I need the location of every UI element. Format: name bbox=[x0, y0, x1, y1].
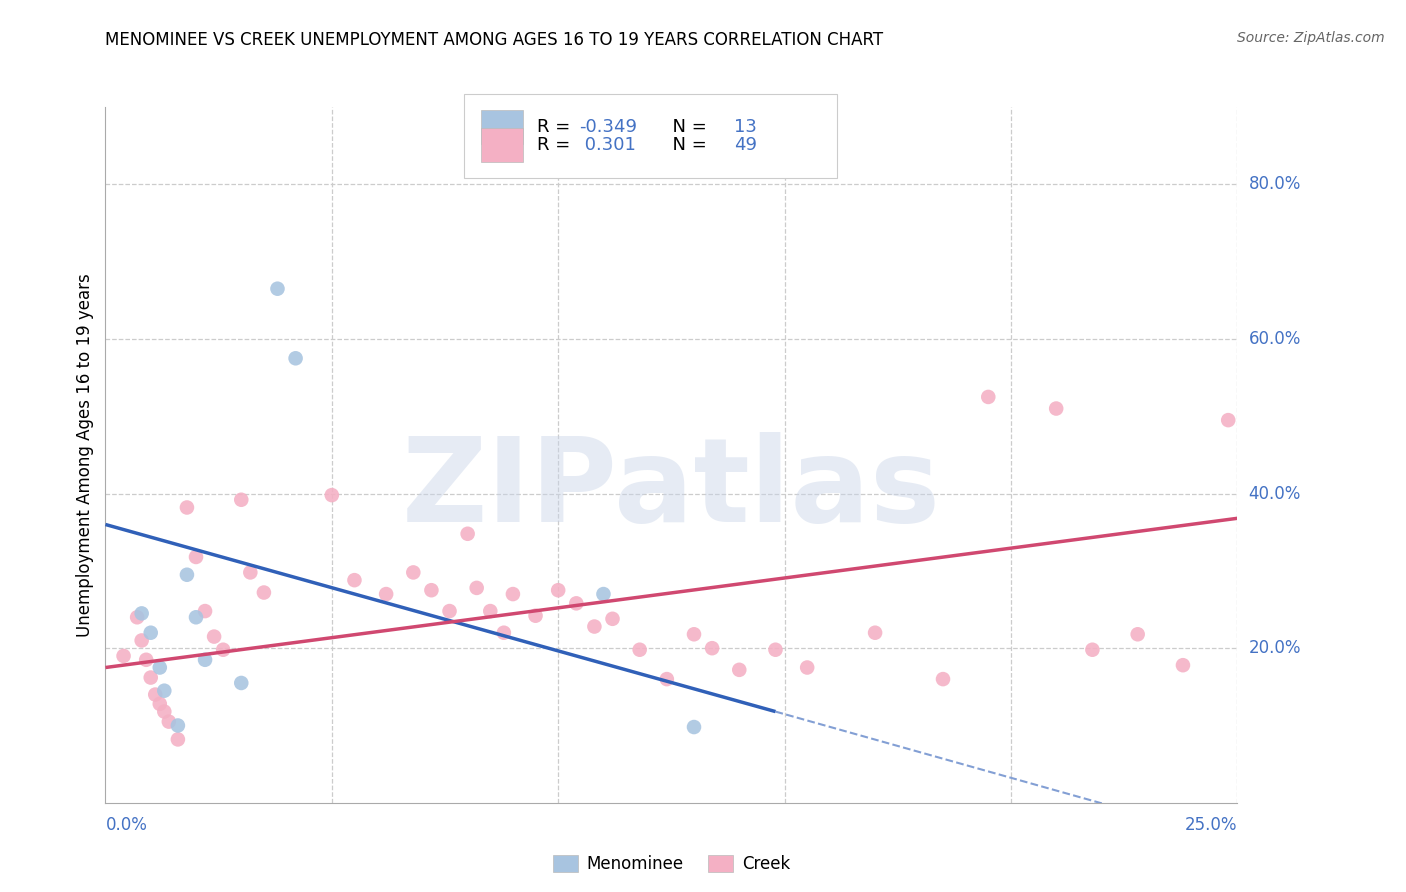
Point bbox=[502, 587, 524, 601]
Point bbox=[266, 282, 288, 296]
Point bbox=[131, 607, 153, 621]
Point bbox=[1045, 401, 1067, 416]
Text: N =: N = bbox=[661, 118, 713, 136]
Point bbox=[139, 671, 162, 685]
Text: R =: R = bbox=[537, 136, 576, 154]
Point bbox=[212, 642, 235, 657]
Point bbox=[167, 718, 190, 732]
Point bbox=[524, 608, 547, 623]
Text: R =: R = bbox=[537, 118, 576, 136]
Text: ZIPatlas: ZIPatlas bbox=[402, 433, 941, 547]
Point bbox=[565, 596, 588, 610]
Point bbox=[628, 642, 651, 657]
Point bbox=[239, 566, 262, 580]
Text: 20.0%: 20.0% bbox=[1249, 640, 1301, 657]
Text: 25.0%: 25.0% bbox=[1185, 816, 1237, 834]
Point bbox=[135, 653, 157, 667]
Text: 0.301: 0.301 bbox=[579, 136, 636, 154]
Point bbox=[153, 705, 176, 719]
Text: 0.0%: 0.0% bbox=[105, 816, 148, 834]
Point bbox=[655, 672, 678, 686]
Point bbox=[1126, 627, 1149, 641]
Point bbox=[479, 604, 502, 618]
Point bbox=[127, 610, 149, 624]
Text: 40.0%: 40.0% bbox=[1249, 484, 1301, 502]
Point bbox=[700, 641, 723, 656]
Point bbox=[253, 585, 276, 599]
Point bbox=[1081, 642, 1104, 657]
Point bbox=[184, 610, 207, 624]
Point bbox=[176, 567, 198, 582]
Text: -0.349: -0.349 bbox=[579, 118, 637, 136]
Point bbox=[602, 612, 624, 626]
Point bbox=[231, 676, 253, 690]
Point bbox=[194, 604, 217, 618]
Point bbox=[977, 390, 1000, 404]
Point bbox=[131, 633, 153, 648]
Point bbox=[153, 683, 176, 698]
Text: Source: ZipAtlas.com: Source: ZipAtlas.com bbox=[1237, 31, 1385, 45]
Point bbox=[343, 573, 366, 587]
Point bbox=[167, 732, 190, 747]
Text: N =: N = bbox=[661, 136, 713, 154]
Point bbox=[796, 660, 818, 674]
Point bbox=[728, 663, 751, 677]
Point bbox=[492, 625, 515, 640]
Point bbox=[863, 625, 886, 640]
Text: 60.0%: 60.0% bbox=[1249, 330, 1301, 348]
Point bbox=[202, 630, 225, 644]
Point bbox=[420, 583, 443, 598]
Point bbox=[176, 500, 198, 515]
Point bbox=[184, 549, 207, 564]
Point bbox=[157, 714, 180, 729]
Point bbox=[465, 581, 488, 595]
Point bbox=[375, 587, 398, 601]
Point bbox=[149, 697, 172, 711]
Point bbox=[457, 526, 479, 541]
Point bbox=[547, 583, 569, 598]
Point bbox=[683, 720, 706, 734]
Point bbox=[439, 604, 461, 618]
Point bbox=[284, 351, 307, 366]
Point bbox=[1218, 413, 1240, 427]
Text: MENOMINEE VS CREEK UNEMPLOYMENT AMONG AGES 16 TO 19 YEARS CORRELATION CHART: MENOMINEE VS CREEK UNEMPLOYMENT AMONG AG… bbox=[105, 31, 883, 49]
Point bbox=[143, 688, 166, 702]
Text: 13: 13 bbox=[734, 118, 756, 136]
Point bbox=[765, 642, 787, 657]
Point bbox=[149, 660, 172, 674]
Point bbox=[194, 653, 217, 667]
Point bbox=[583, 619, 606, 633]
Text: 80.0%: 80.0% bbox=[1249, 176, 1301, 194]
Point bbox=[402, 566, 425, 580]
Text: 49: 49 bbox=[734, 136, 756, 154]
Point bbox=[1171, 658, 1194, 673]
Legend: Menominee, Creek: Menominee, Creek bbox=[548, 850, 794, 878]
Point bbox=[683, 627, 706, 641]
Point bbox=[321, 488, 343, 502]
Y-axis label: Unemployment Among Ages 16 to 19 years: Unemployment Among Ages 16 to 19 years bbox=[76, 273, 94, 637]
Point bbox=[932, 672, 955, 686]
Point bbox=[139, 625, 162, 640]
Point bbox=[592, 587, 614, 601]
Point bbox=[231, 492, 253, 507]
Point bbox=[112, 648, 135, 663]
